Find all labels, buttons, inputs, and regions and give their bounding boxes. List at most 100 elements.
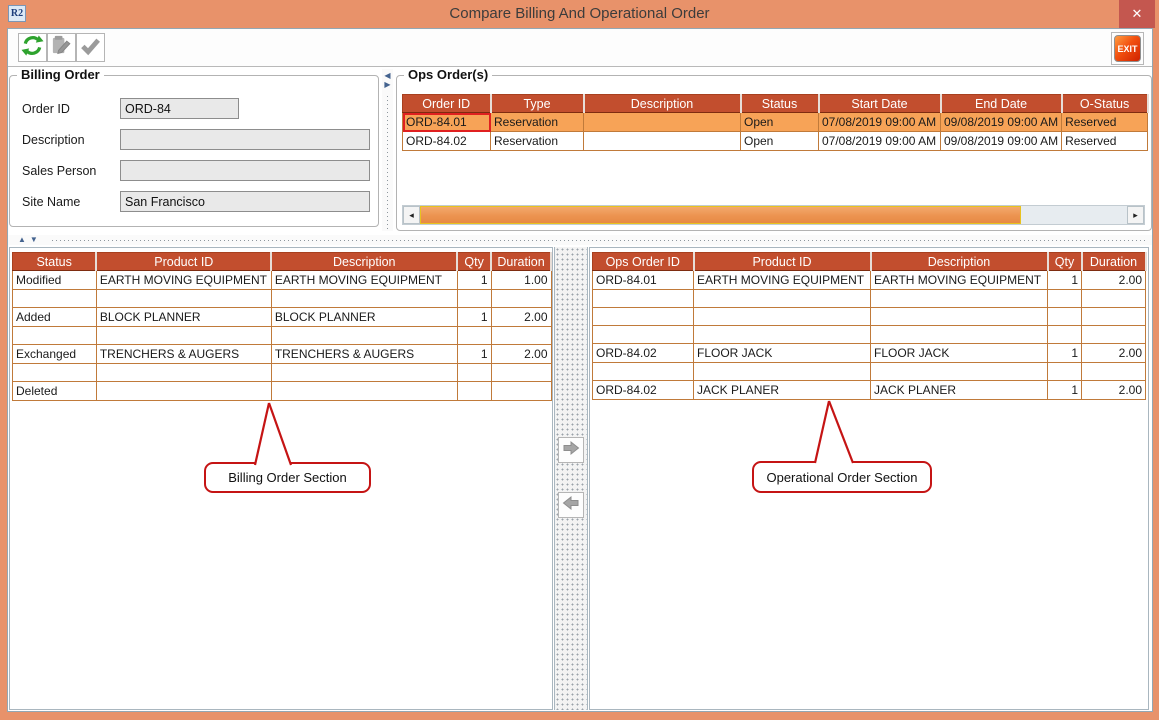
table-cell[interactable]: 1 <box>1047 343 1082 363</box>
close-button[interactable]: ✕ <box>1119 0 1155 28</box>
column-header[interactable]: Product ID <box>95 252 273 271</box>
table-cell[interactable]: 1 <box>1047 380 1082 400</box>
column-header[interactable]: End Date <box>939 94 1063 113</box>
column-header[interactable]: O-Status <box>1061 94 1149 113</box>
table-row[interactable]: Deleted <box>12 381 552 401</box>
splitter-collapse-icons[interactable]: ▲▼ <box>18 235 42 244</box>
table-cell[interactable]: TRENCHERS & AUGERS <box>95 344 272 364</box>
scrollbar-track[interactable] <box>420 206 1127 224</box>
table-cell[interactable]: Deleted <box>12 381 97 401</box>
table-row[interactable] <box>592 362 1146 381</box>
table-cell[interactable] <box>270 381 458 401</box>
table-row[interactable]: Exchanged TRENCHERS & AUGERS TRENCHERS & A… <box>12 344 552 364</box>
table-cell[interactable]: 2.00 <box>1081 380 1146 400</box>
table-row[interactable] <box>592 307 1146 326</box>
table-cell[interactable] <box>870 289 1048 308</box>
table-cell[interactable] <box>456 381 492 401</box>
table-row[interactable]: ORD-84.02 FLOOR JACK FLOOR JACK 1 2.00 <box>592 343 1146 363</box>
table-cell[interactable] <box>95 289 272 308</box>
table-cell[interactable] <box>456 363 492 382</box>
exit-button[interactable]: EXIT <box>1114 35 1141 62</box>
table-row[interactable]: Modified EARTH MOVING EQUIPMENT EARTH MOVI… <box>12 270 552 290</box>
table-cell[interactable] <box>1047 289 1082 308</box>
site-name-field[interactable] <box>120 191 370 212</box>
sales-person-field[interactable] <box>120 160 370 181</box>
titlebar[interactable]: R2 Compare Billing And Operational Order… <box>0 0 1159 28</box>
scroll-right-button[interactable]: ▸ <box>1127 206 1144 224</box>
table-cell[interactable] <box>490 363 552 382</box>
column-header[interactable]: Status <box>12 252 98 271</box>
table-cell[interactable]: 07/08/2019 09:00 AM <box>818 112 941 132</box>
table-cell[interactable] <box>1047 307 1082 326</box>
table-cell[interactable]: 1 <box>1047 270 1082 290</box>
table-row[interactable] <box>12 326 552 345</box>
table-row[interactable]: ORD-84.01 EARTH MOVING EQUIPMENT EARTH MOV… <box>592 270 1146 290</box>
move-left-button[interactable] <box>558 492 584 518</box>
table-cell[interactable]: Reserved <box>1061 131 1149 151</box>
table-cell[interactable] <box>592 289 694 308</box>
table-cell[interactable]: Exchanged <box>12 344 97 364</box>
move-right-button[interactable] <box>558 437 584 463</box>
table-cell[interactable] <box>583 131 741 151</box>
horizontal-splitter[interactable]: ▲▼ <box>8 235 1152 245</box>
table-cell[interactable]: 1 <box>456 307 492 327</box>
compare-divider[interactable] <box>554 247 588 710</box>
table-cell[interactable]: Reserved <box>1061 112 1149 132</box>
table-cell[interactable] <box>490 289 552 308</box>
table-row[interactable] <box>592 325 1146 344</box>
table-cell[interactable] <box>95 381 272 401</box>
column-header[interactable]: Type <box>490 94 585 113</box>
table-row[interactable]: ORD-84.02 JACK PLANER JACK PLANER 1 2.00 <box>592 380 1146 400</box>
table-cell[interactable]: Reservation <box>490 112 584 132</box>
table-cell[interactable]: 1.00 <box>490 270 552 290</box>
scrollbar-thumb[interactable] <box>420 206 1021 224</box>
scroll-left-button[interactable]: ◂ <box>403 206 420 224</box>
table-row[interactable] <box>12 363 552 382</box>
table-cell[interactable]: JACK PLANER <box>693 380 871 400</box>
table-cell[interactable] <box>592 325 694 344</box>
table-cell[interactable]: Open <box>740 131 819 151</box>
table-cell[interactable]: EARTH MOVING EQUIPMENT <box>870 270 1048 290</box>
table-cell[interactable] <box>693 362 871 381</box>
table-row[interactable]: Added BLOCK PLANNER BLOCK PLANNER 1 2.00 <box>12 307 552 327</box>
table-cell[interactable]: ORD-84.02 <box>592 343 694 363</box>
table-cell[interactable]: 2.00 <box>490 344 552 364</box>
splitter-collapse-icons[interactable]: ◀ ▶ <box>384 71 391 89</box>
description-field[interactable] <box>120 129 370 150</box>
column-header[interactable]: Start Date <box>818 94 942 113</box>
table-cell[interactable] <box>1081 325 1146 344</box>
table-cell[interactable] <box>456 326 492 345</box>
table-row[interactable]: ORD-84.01 Reservation Open 07/08/2019 09:00… <box>402 112 1149 132</box>
refresh-button[interactable] <box>18 33 47 62</box>
table-cell[interactable]: 07/08/2019 09:00 AM <box>818 131 941 151</box>
table-cell[interactable] <box>1047 362 1082 381</box>
table-cell[interactable] <box>870 325 1048 344</box>
table-row[interactable] <box>592 289 1146 308</box>
table-cell[interactable]: 09/08/2019 09:00 AM <box>939 112 1063 132</box>
table-cell[interactable]: EARTH MOVING EQUIPMENT <box>270 270 458 290</box>
column-header[interactable]: Status <box>740 94 820 113</box>
table-cell[interactable] <box>592 307 694 326</box>
table-cell[interactable]: 1 <box>456 344 492 364</box>
column-header[interactable]: Product ID <box>693 252 872 271</box>
table-cell[interactable]: BLOCK PLANNER <box>270 307 458 327</box>
table-cell[interactable]: FLOOR JACK <box>870 343 1048 363</box>
table-cell[interactable] <box>870 307 1048 326</box>
column-header[interactable]: Qty <box>456 252 493 271</box>
column-header[interactable]: Description <box>583 94 742 113</box>
table-cell[interactable]: Reservation <box>490 131 584 151</box>
table-cell[interactable]: Added <box>12 307 97 327</box>
column-header[interactable]: Order ID <box>402 94 492 113</box>
table-cell[interactable] <box>270 326 458 345</box>
column-header[interactable]: Duration <box>1081 252 1147 271</box>
column-header[interactable]: Duration <box>490 252 552 271</box>
table-cell[interactable]: ORD-84.01 <box>592 270 694 290</box>
table-cell[interactable] <box>270 363 458 382</box>
column-header[interactable]: Description <box>870 252 1049 271</box>
table-cell[interactable]: 2.00 <box>1081 343 1146 363</box>
table-cell[interactable]: 09/08/2019 09:00 AM <box>939 131 1063 151</box>
table-cell[interactable] <box>583 112 741 132</box>
table-cell[interactable]: EARTH MOVING EQUIPMENT <box>693 270 871 290</box>
table-cell[interactable] <box>95 326 272 345</box>
ops-horizontal-scrollbar[interactable]: ◂ ▸ <box>402 205 1145 225</box>
